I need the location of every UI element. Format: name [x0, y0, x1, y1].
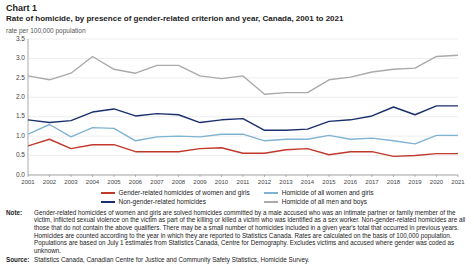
x-tick-label: 2001 — [21, 179, 35, 185]
y-axis-line — [28, 39, 29, 175]
y-tick-label: 2.0 — [16, 93, 25, 100]
legend-label: Homicide of all men and boys — [282, 198, 367, 206]
legend-item: Homicide of all men and boys — [264, 198, 374, 206]
series-line — [28, 55, 458, 94]
legend-swatch — [101, 192, 115, 194]
x-tick-label: 2013 — [279, 179, 293, 185]
x-tick-label: 2004 — [86, 179, 100, 185]
x-axis: 2001 2002 2003 2004 2005 2006 2007 2008 2009 2010… — [21, 175, 465, 185]
legend-item: Non-gender-related homicides — [101, 198, 250, 206]
note-label: Note: — [6, 209, 34, 255]
note-text: Gender-related homicides of women and gi… — [34, 209, 468, 255]
x-axis-line — [28, 175, 458, 176]
x-tick-label: 2009 — [193, 179, 207, 185]
legend-label: Non-gender-related homicides — [119, 198, 206, 206]
x-tick-label: 2007 — [150, 179, 164, 185]
y-tick-label: 1.0 — [16, 132, 25, 139]
x-tick-label: 2003 — [64, 179, 78, 185]
y-tick-label: 2.5 — [16, 74, 25, 81]
x-tick-label: 2010 — [215, 179, 229, 185]
title: Chart 1 — [6, 3, 468, 14]
source-text: Statistics Canada, Canadian Centre for J… — [34, 256, 468, 264]
x-tick-label: 2014 — [301, 179, 315, 185]
x-tick-label: 2020 — [430, 179, 444, 185]
source: Source:Statistics Canada, Canadian Centr… — [6, 256, 468, 264]
y-tick-label: 3.0 — [16, 54, 25, 61]
chart-svg: 0.0 0.5 1.0 1.5 2.0 2.5 3.0 3.5 2001 2002 2003 2004… — [6, 35, 468, 187]
subtitle: Rate of homicide, by presence of gender-… — [6, 14, 468, 24]
series-line — [28, 139, 458, 156]
legend-swatch — [264, 192, 278, 194]
grid-line — [28, 58, 458, 59]
grid-line — [28, 77, 458, 78]
y-tick-label: 3.5 — [16, 35, 25, 42]
x-tick-label: 2016 — [344, 179, 358, 185]
grid-line — [28, 97, 458, 98]
legend-item: Gender-related homicides of women and gi… — [101, 189, 250, 197]
y-tick-label: 0.5 — [16, 151, 25, 158]
legend-label: Homicide of all women and girls — [282, 189, 374, 197]
y-axis: 0.0 0.5 1.0 1.5 2.0 2.5 3.0 3.5 — [16, 35, 458, 178]
x-tick-label: 2015 — [322, 179, 336, 185]
x-tick-label: 2006 — [129, 179, 143, 185]
series-line — [28, 106, 458, 130]
x-tick-label: 2018 — [387, 179, 401, 185]
legend-label: Gender-related homicides of women and gi… — [119, 189, 250, 197]
grid-line — [28, 116, 458, 117]
grid-line — [28, 39, 458, 40]
x-tick-label: 2012 — [258, 179, 272, 185]
note: Note:Gender-related homicides of women a… — [6, 209, 468, 255]
legend-swatch — [101, 201, 115, 203]
legend: Gender-related homicides of women and gi… — [6, 189, 468, 206]
series-line — [28, 124, 458, 143]
x-tick-label: 2019 — [408, 179, 422, 185]
y-tick-label: 0.0 — [16, 171, 25, 178]
chart-root: Chart 1Rate of homicide, by presence of … — [0, 0, 474, 267]
y-tick-label: 1.5 — [16, 112, 25, 119]
x-tick-label: 2017 — [365, 179, 379, 185]
legend-swatch — [264, 201, 278, 203]
source-label: Source: — [6, 256, 34, 264]
x-tick-label: 2011 — [237, 179, 251, 185]
x-tick-label: 2002 — [43, 179, 57, 185]
x-tick-label: 2008 — [172, 179, 186, 185]
y-axis-label: rate per 100,000 population — [6, 26, 468, 35]
x-tick-label: 2021 — [451, 179, 465, 185]
plot-container: 0.0 0.5 1.0 1.5 2.0 2.5 3.0 3.5 2001 2002 2003 2004… — [6, 35, 468, 187]
series-group — [28, 55, 458, 156]
legend-item: Homicide of all women and girls — [264, 189, 374, 197]
x-tick-label: 2005 — [107, 179, 121, 185]
grid-line — [28, 136, 458, 137]
